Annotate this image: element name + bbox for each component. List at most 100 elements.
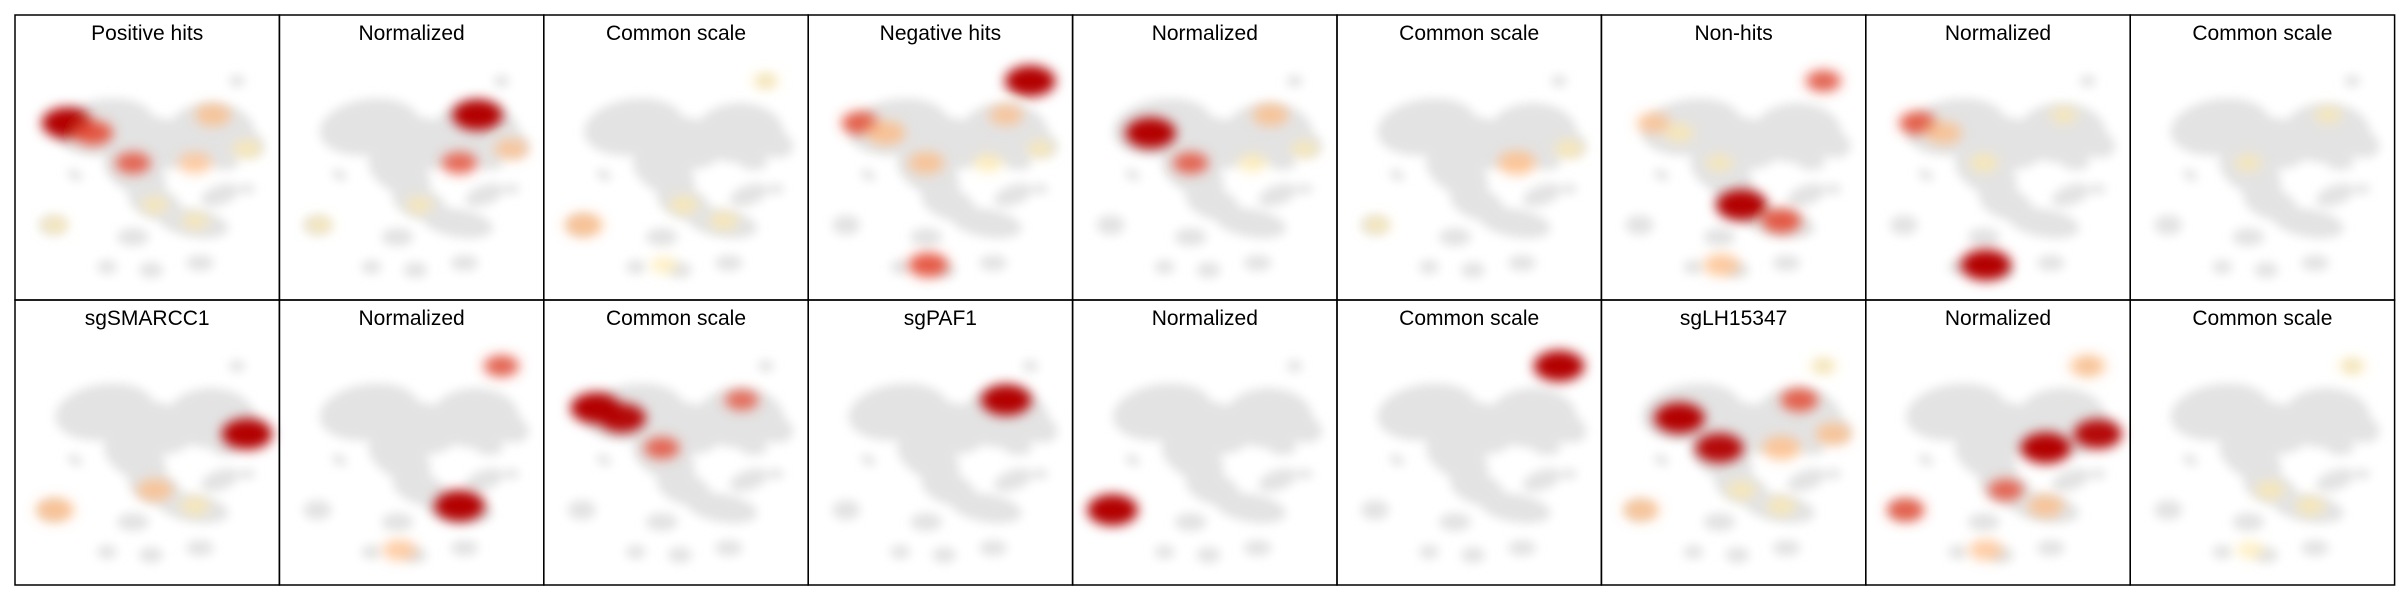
density-hotspot — [866, 121, 906, 145]
embedding-silhouette — [1625, 75, 1851, 278]
panel-title: Positive hits — [91, 22, 203, 45]
density-hotspots — [1087, 494, 1138, 526]
density-hotspot — [2314, 106, 2342, 124]
umap-panel: Common scale — [2129, 299, 2396, 586]
density-hotspots — [35, 418, 273, 522]
density-hotspot — [1809, 357, 1838, 375]
panel-title: Common scale — [606, 307, 746, 330]
panel-title: Normalized — [1945, 307, 2051, 330]
embedding-silhouette — [39, 360, 265, 563]
density-hotspot — [483, 354, 520, 378]
density-hotspot — [73, 120, 113, 146]
embedding-silhouette — [2154, 75, 2380, 278]
density-hotspots — [1636, 69, 1842, 277]
density-hotspot — [2295, 496, 2325, 516]
density-hotspot — [908, 252, 949, 278]
density-hotspot — [2027, 494, 2064, 518]
density-hotspot — [382, 539, 417, 561]
embedding-silhouette — [1889, 75, 2116, 278]
embedding-silhouette — [1096, 75, 1322, 278]
density-hotspot — [441, 151, 478, 175]
density-hotspot — [1726, 480, 1757, 500]
panel-frame — [2129, 299, 2396, 586]
density-hotspot — [1623, 498, 1660, 522]
density-hotspot — [1087, 494, 1138, 526]
umap-panel: Common scale — [1336, 299, 1603, 586]
panel-title: Negative hits — [880, 22, 1001, 45]
density-hotspot — [908, 151, 945, 175]
density-hotspot — [1703, 253, 1740, 277]
density-hotspot — [452, 99, 503, 131]
density-hotspot — [724, 389, 759, 411]
density-hotspot — [1172, 151, 1209, 175]
density-hotspot — [232, 139, 262, 159]
embedding-silhouette — [303, 360, 529, 563]
umap-panel: Normalized — [1865, 14, 2131, 301]
density-hotspot — [973, 153, 1003, 173]
density-hotspot — [1815, 422, 1852, 446]
embedding-silhouette — [2154, 360, 2380, 563]
density-hotspot — [1664, 123, 1695, 143]
density-hotspot — [1026, 140, 1054, 158]
density-hotspot — [1805, 69, 1842, 93]
density-hotspot — [1497, 151, 1537, 175]
density-hotspot — [2050, 106, 2078, 124]
density-hotspot — [434, 490, 485, 522]
density-hotspots — [1533, 350, 1585, 382]
density-hotspot — [980, 384, 1032, 416]
panel-title: Normalized — [1152, 22, 1258, 45]
umap-panel: Normalized — [1071, 299, 1338, 586]
panel-title: Common scale — [2192, 307, 2332, 330]
embedding-silhouette — [1625, 360, 1851, 563]
density-hotspot — [494, 138, 529, 160]
density-hotspot — [405, 196, 434, 214]
umap-panel: Positive hits — [14, 14, 281, 301]
density-hotspots — [570, 389, 759, 460]
embedding-silhouette — [1361, 360, 1587, 563]
embedding-silhouette — [567, 75, 794, 278]
density-hotspot — [180, 496, 210, 516]
density-hotspot — [1987, 478, 2024, 502]
panel-title: Non-hits — [1694, 22, 1772, 45]
density-hotspot — [1654, 402, 1705, 434]
density-hotspots — [1886, 354, 2122, 561]
umap-panel: Common scale — [2129, 14, 2396, 301]
density-hotspot — [221, 418, 273, 450]
umap-panel: Common scale — [543, 299, 809, 586]
panel-title: Normalized — [1152, 307, 1258, 330]
density-hotspot — [35, 498, 75, 522]
umap-panel: Negative hits — [807, 14, 1074, 301]
density-hotspot — [305, 216, 334, 234]
density-hotspot — [181, 212, 209, 230]
umap-panel: sgPAF1 — [807, 299, 1074, 586]
density-hotspot — [141, 196, 169, 214]
density-hotspot — [1695, 433, 1744, 463]
panel-title: Common scale — [606, 22, 746, 45]
density-hotspot — [989, 104, 1024, 126]
density-hotspot — [41, 216, 69, 234]
density-hotspot — [1761, 208, 1802, 234]
density-hotspots — [1898, 106, 2078, 281]
density-hotspots — [1363, 139, 1584, 234]
umap-panel: Normalized — [1071, 14, 1338, 301]
embedding-silhouette — [1889, 360, 2116, 563]
density-hotspot — [1705, 154, 1734, 172]
embedding-silhouette — [832, 75, 1058, 278]
panel-title: Normalized — [1945, 22, 2051, 45]
density-hotspot — [115, 151, 151, 175]
density-hotspots — [305, 99, 529, 234]
density-hotspot — [2255, 480, 2285, 500]
density-hotspot — [1960, 249, 2012, 281]
density-hotspot — [2073, 419, 2122, 449]
density-hotspot — [1125, 117, 1176, 149]
embedding-silhouette — [303, 75, 529, 278]
density-hotspot — [2234, 154, 2262, 172]
density-hotspots — [382, 354, 520, 561]
density-hotspot — [1716, 189, 1767, 221]
density-hotspot — [597, 403, 646, 433]
umap-panel: Non-hits — [1600, 14, 1867, 301]
density-hotspot — [643, 436, 680, 460]
density-hotspots — [1623, 357, 1852, 522]
embedding-silhouette — [1096, 360, 1322, 563]
